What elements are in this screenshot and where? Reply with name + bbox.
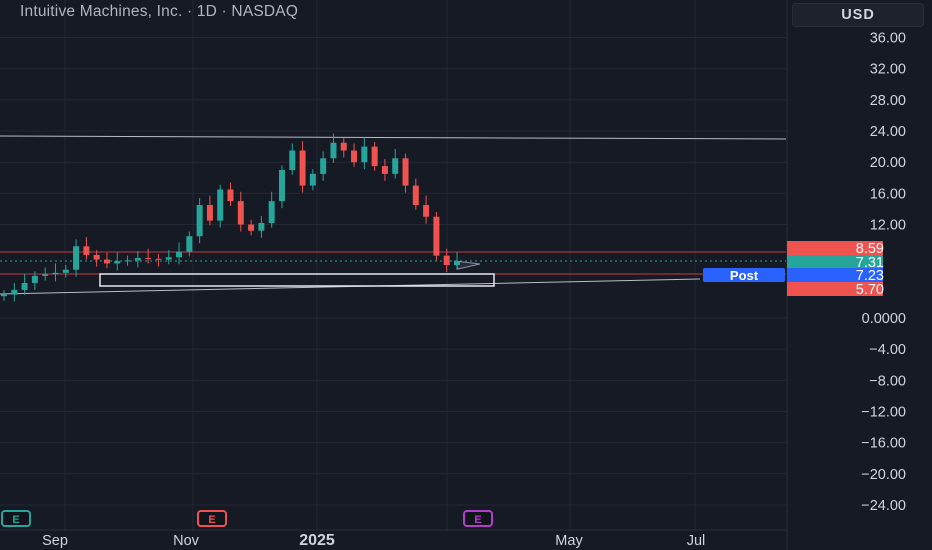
candle-body [206,205,213,221]
candle-body [299,150,306,186]
candle-body [52,272,59,275]
post-badge-label: Post [730,268,759,283]
y-tick-label: 0.0000 [862,311,906,327]
candle-body [155,258,162,260]
earnings-marker-label: E [208,514,215,526]
candle-body [176,251,183,258]
price-label-text: 7.31 [856,255,884,271]
candle-body [83,246,90,255]
price-label-text: 5.70 [856,282,884,298]
candle-body [258,222,265,231]
candle-body [73,246,80,270]
candle-body [423,205,430,217]
y-tick-label: −20.00 [861,467,906,483]
candle-body [330,142,337,159]
x-tick-label: May [555,533,583,549]
earnings-marker-label: E [12,514,19,526]
y-tick-label: −8.00 [869,373,906,389]
y-tick-label: −4.00 [869,342,906,358]
candle-body [443,255,450,266]
earnings-marker-label: E [474,514,481,526]
candle-body [412,185,419,206]
price-label-text: 8.59 [856,241,884,257]
x-tick-label: Nov [173,533,200,549]
x-tick-label: Sep [42,533,68,549]
candle-body [237,201,244,225]
candle-body [289,150,296,170]
candle-body [227,189,234,202]
candle-body [340,142,347,151]
candle-body [309,173,316,186]
y-tick-label: 20.00 [870,155,906,171]
y-tick-label: 12.00 [870,218,906,234]
currency-button[interactable]: USD [792,3,924,27]
price-label-box [787,241,883,255]
candle-body [124,260,131,262]
candle-body [93,254,100,260]
candle-body [62,269,69,273]
candle-body [392,158,399,174]
candle-body [248,224,255,231]
candle-body [103,259,110,264]
earnings-marker [463,510,493,527]
candle-body [361,146,368,163]
candle-body [114,261,121,264]
candle-body [278,169,285,202]
support-zone-rectangle [99,273,495,287]
candle-body [217,189,224,221]
y-tick-label: 32.00 [870,62,906,78]
candle-body [196,205,203,237]
candle-body [381,166,388,174]
candle-body [320,158,327,174]
candle-body [402,158,409,186]
candle-body [186,236,193,252]
x-tick-label: Jul [687,533,706,549]
y-tick-label: 16.00 [870,186,906,202]
candle-body [1,294,7,297]
x-tick-label: 2025 [299,532,335,549]
earnings-marker [1,510,31,527]
y-tick-label: 36.00 [870,31,906,47]
candle-body [11,289,18,295]
trendline-upper [0,135,787,140]
y-tick-label: −12.00 [861,404,906,420]
price-label-text: 7.23 [856,268,884,284]
y-tick-label: 28.00 [870,93,906,109]
price-label-box [787,282,883,296]
candle-body [371,146,378,167]
candle-body [31,275,38,283]
y-tick-label: −24.00 [861,498,906,514]
candle-body [134,258,141,261]
price-label-box [787,268,883,282]
y-tick-label: 24.00 [870,124,906,140]
candle-body [351,150,358,163]
candle-body [165,257,172,260]
candle-body [454,261,460,266]
candle-body [433,216,440,256]
candle-body [21,282,28,290]
chart-title: Intuitive Machines, Inc. · 1D · NASDAQ [20,3,299,20]
price-label-box [787,255,883,269]
earnings-marker [197,510,227,527]
candle-body [145,258,152,260]
candle-body [42,274,49,276]
candle-body [268,201,275,223]
y-tick-label: −16.00 [861,436,906,452]
post-badge [703,268,785,282]
